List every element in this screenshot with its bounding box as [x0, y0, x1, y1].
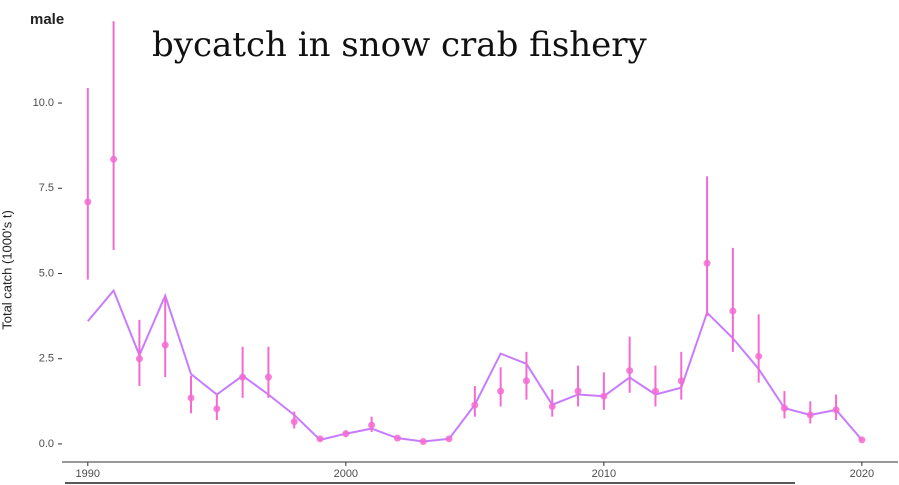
- chart-title: bycatch in snow crab fishery: [152, 25, 648, 65]
- y-tick-label: 2.5: [39, 353, 54, 365]
- observed-point: [497, 387, 505, 395]
- observed-point: [290, 418, 298, 426]
- observed-point: [135, 355, 143, 363]
- observed-point: [445, 435, 453, 443]
- y-axis-label: Total catch (1000's t): [0, 210, 14, 330]
- observed-point: [574, 387, 582, 395]
- model-line: [87, 288, 863, 443]
- observed-point: [110, 155, 118, 163]
- observed-point: [368, 421, 376, 429]
- x-tick-label: 2020: [850, 468, 874, 480]
- x-tick-label: 1990: [76, 468, 100, 480]
- observed-point: [780, 404, 788, 412]
- observed-point: [626, 367, 634, 375]
- observed-point: [342, 430, 350, 438]
- y-tick-label: 10.0: [33, 97, 54, 109]
- observed-point: [522, 377, 530, 385]
- observed-point: [729, 307, 737, 315]
- y-tick-label: 0.0: [39, 438, 54, 450]
- observed-point: [651, 387, 659, 395]
- observed-point: [471, 401, 479, 409]
- observed-point: [264, 373, 272, 381]
- y-tick-label: 5.0: [39, 267, 54, 279]
- observed-point: [677, 377, 685, 385]
- observed-point: [548, 402, 556, 410]
- observed-point: [84, 198, 92, 206]
- observed-point: [832, 406, 840, 414]
- observed-point: [239, 373, 247, 381]
- observed-point: [419, 438, 427, 446]
- x-tick-label: 2010: [592, 468, 616, 480]
- observed-point: [703, 259, 711, 267]
- observed-point: [187, 394, 195, 402]
- observed-point: [600, 392, 608, 400]
- observed-point: [316, 435, 324, 443]
- y-tick-label: 7.5: [39, 182, 54, 194]
- panel-label: male: [30, 11, 64, 28]
- observed-point: [213, 405, 221, 413]
- observed-point: [393, 434, 401, 442]
- observed-point: [161, 341, 169, 349]
- observed-point: [806, 411, 814, 419]
- observed-point: [755, 352, 763, 360]
- observed-point: [858, 436, 866, 444]
- x-tick-label: 2000: [334, 468, 358, 480]
